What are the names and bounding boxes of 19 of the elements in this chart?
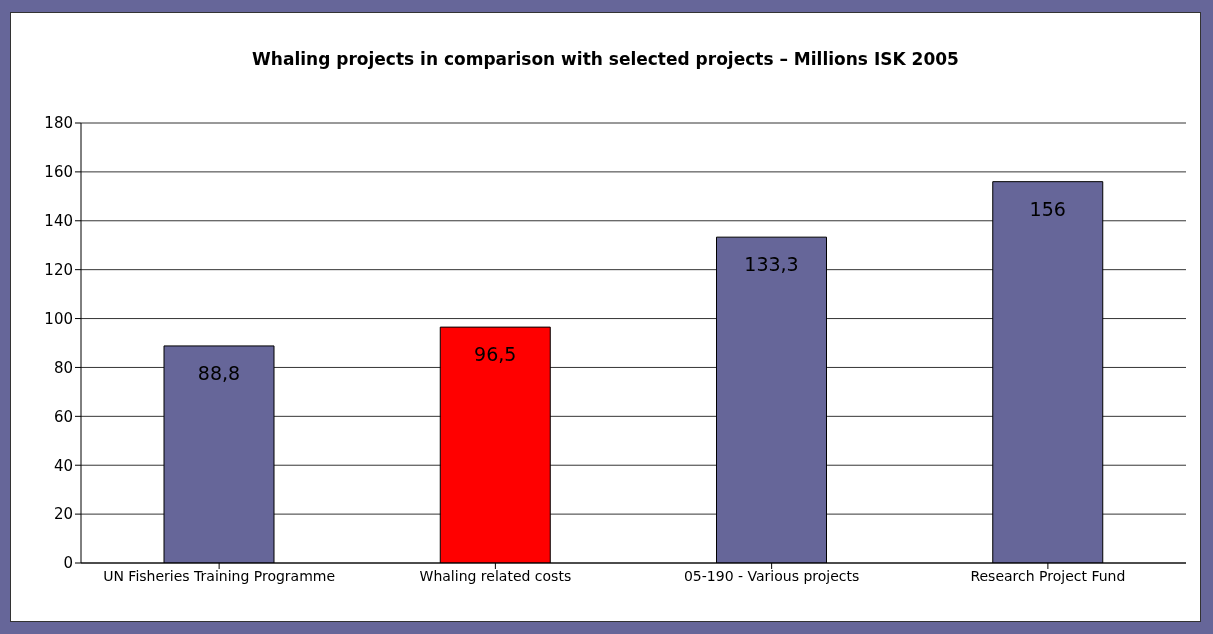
y-tick-label: 160 — [44, 163, 73, 182]
x-tick-label: 05-190 - Various projects — [683, 567, 860, 584]
y-tick-label: 180 — [44, 114, 73, 133]
x-tick-label: Whaling related costs — [419, 567, 572, 584]
chart-title: Whaling projects in comparison with selected projects – Millions ISK 2005 — [251, 49, 960, 69]
x-tick-label: UN Fisheries Training Programme — [103, 567, 336, 584]
y-tick-label: 20 — [53, 505, 73, 524]
y-tick-label: 100 — [44, 309, 73, 328]
y-tick-label: 0 — [63, 554, 73, 573]
data-label: 156 — [1029, 197, 1066, 220]
y-tick-label: 40 — [53, 456, 73, 475]
y-tick-label: 60 — [53, 407, 73, 426]
data-label: 133,3 — [744, 253, 799, 276]
data-label: 88,8 — [197, 361, 241, 384]
y-tick-label: 140 — [44, 212, 73, 231]
y-tick-label: 80 — [53, 358, 73, 377]
y-tick-label: 120 — [44, 260, 73, 279]
x-tick-label: Research Project Fund — [970, 567, 1126, 584]
data-label: 96,5 — [474, 343, 517, 366]
